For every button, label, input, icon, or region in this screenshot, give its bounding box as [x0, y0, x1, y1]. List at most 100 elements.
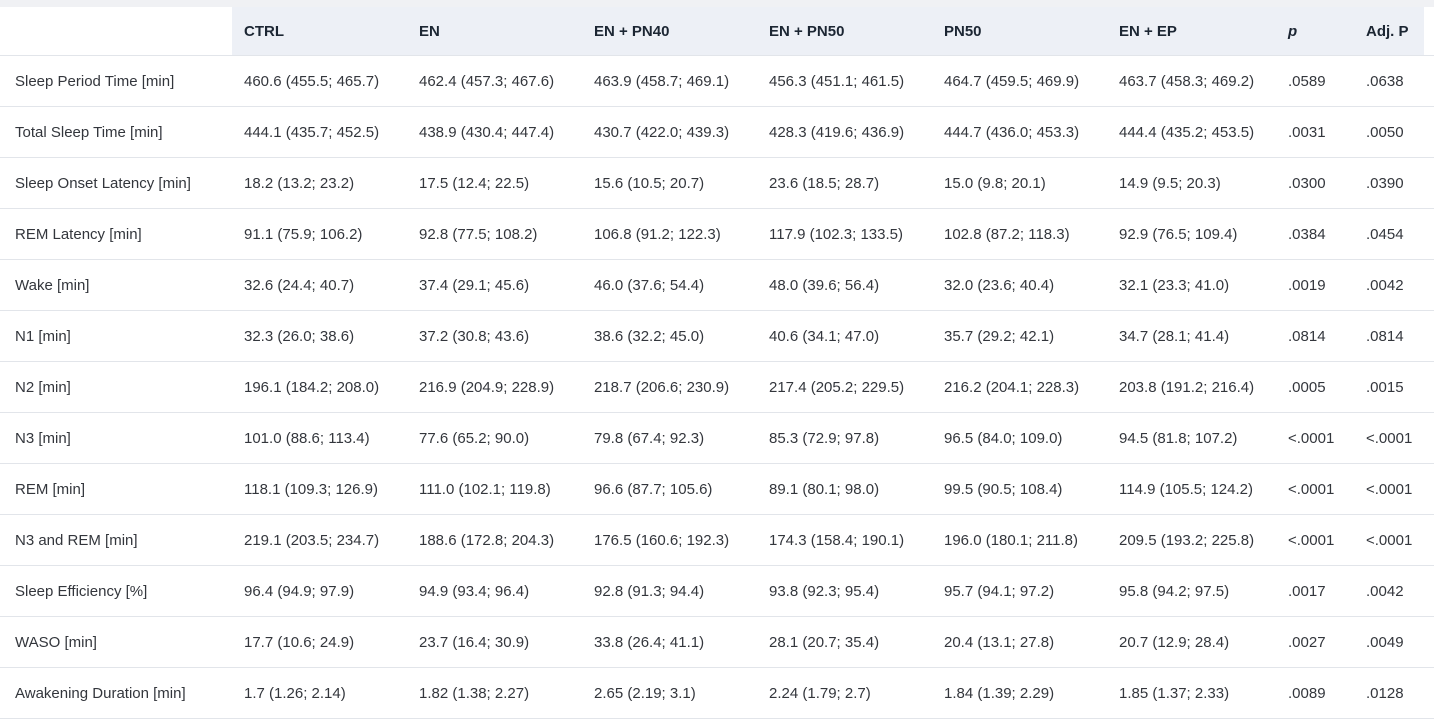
header-adj-p: Adj. P [1354, 7, 1424, 56]
p-value: <.0001 [1282, 412, 1354, 464]
value-pn50: 20.4 (13.1; 27.8) [932, 616, 1107, 668]
row-label: N2 [min] [0, 361, 232, 413]
table-row: Sleep Onset Latency [min] 18.2 (13.2; 23.… [0, 157, 1434, 209]
value-en-pn40: 79.8 (67.4; 92.3) [582, 412, 757, 464]
table-row: REM Latency [min] 91.1 (75.9; 106.2) 92.8 … [0, 208, 1434, 260]
header-p-value: p [1282, 7, 1354, 56]
row-label: N3 and REM [min] [0, 514, 232, 566]
value-en-pn40: 96.6 (87.7; 105.6) [582, 463, 757, 515]
value-en-ep: 95.8 (94.2; 97.5) [1107, 565, 1282, 617]
row-spacer [1424, 106, 1434, 158]
value-ctrl: 96.4 (94.9; 97.9) [232, 565, 407, 617]
adj-p-value: .0042 [1354, 565, 1424, 617]
row-label: Total Sleep Time [min] [0, 106, 232, 158]
table-row: Sleep Efficiency [%] 96.4 (94.9; 97.9) 94.… [0, 565, 1434, 617]
adj-p-value: <.0001 [1354, 412, 1424, 464]
row-label: Sleep Onset Latency [min] [0, 157, 232, 209]
value-pn50: 32.0 (23.6; 40.4) [932, 259, 1107, 311]
value-en-pn50: 217.4 (205.2; 229.5) [757, 361, 932, 413]
row-label: N1 [min] [0, 310, 232, 362]
value-en-ep: 1.85 (1.37; 2.33) [1107, 667, 1282, 719]
value-en: 23.7 (16.4; 30.9) [407, 616, 582, 668]
value-en-pn40: 15.6 (10.5; 20.7) [582, 157, 757, 209]
header-spacer [1424, 7, 1434, 56]
p-value: .0005 [1282, 361, 1354, 413]
value-en-pn50: 40.6 (34.1; 47.0) [757, 310, 932, 362]
p-value: <.0001 [1282, 463, 1354, 515]
value-ctrl: 460.6 (455.5; 465.7) [232, 55, 407, 107]
value-en-pn40: 46.0 (37.6; 54.4) [582, 259, 757, 311]
table-row: N1 [min] 32.3 (26.0; 38.6) 37.2 (30.8; 43.… [0, 310, 1434, 362]
value-ctrl: 1.7 (1.26; 2.14) [232, 667, 407, 719]
table-header-row: CTRL EN EN + PN40 EN + PN50 PN50 EN + EP… [0, 7, 1434, 56]
value-en: 438.9 (430.4; 447.4) [407, 106, 582, 158]
value-en-pn50: 28.1 (20.7; 35.4) [757, 616, 932, 668]
value-en-pn40: 106.8 (91.2; 122.3) [582, 208, 757, 260]
value-en: 111.0 (102.1; 119.8) [407, 463, 582, 515]
value-ctrl: 196.1 (184.2; 208.0) [232, 361, 407, 413]
value-en: 37.4 (29.1; 45.6) [407, 259, 582, 311]
value-en: 216.9 (204.9; 228.9) [407, 361, 582, 413]
row-spacer [1424, 514, 1434, 566]
value-en-pn50: 89.1 (80.1; 98.0) [757, 463, 932, 515]
header-en: EN [407, 7, 582, 56]
value-pn50: 99.5 (90.5; 108.4) [932, 463, 1107, 515]
p-value: .0017 [1282, 565, 1354, 617]
value-en-pn40: 2.65 (2.19; 3.1) [582, 667, 757, 719]
value-en-ep: 203.8 (191.2; 216.4) [1107, 361, 1282, 413]
table-row: REM [min] 118.1 (109.3; 126.9) 111.0 (102.… [0, 463, 1434, 515]
adj-p-value: .0042 [1354, 259, 1424, 311]
row-label: Sleep Period Time [min] [0, 55, 232, 107]
value-pn50: 464.7 (459.5; 469.9) [932, 55, 1107, 107]
header-empty-cell [0, 7, 232, 56]
value-ctrl: 118.1 (109.3; 126.9) [232, 463, 407, 515]
value-en-pn40: 430.7 (422.0; 439.3) [582, 106, 757, 158]
value-en-pn40: 176.5 (160.6; 192.3) [582, 514, 757, 566]
row-spacer [1424, 208, 1434, 260]
value-en-ep: 94.5 (81.8; 107.2) [1107, 412, 1282, 464]
value-ctrl: 32.3 (26.0; 38.6) [232, 310, 407, 362]
value-en-ep: 20.7 (12.9; 28.4) [1107, 616, 1282, 668]
p-value: .0019 [1282, 259, 1354, 311]
value-en-pn50: 174.3 (158.4; 190.1) [757, 514, 932, 566]
row-spacer [1424, 667, 1434, 719]
value-pn50: 96.5 (84.0; 109.0) [932, 412, 1107, 464]
row-label: N3 [min] [0, 412, 232, 464]
value-ctrl: 444.1 (435.7; 452.5) [232, 106, 407, 158]
value-en: 1.82 (1.38; 2.27) [407, 667, 582, 719]
table-row: Awakening Duration [min] 1.7 (1.26; 2.14)… [0, 667, 1434, 719]
row-label: Awakening Duration [min] [0, 667, 232, 719]
value-en-pn50: 2.24 (1.79; 2.7) [757, 667, 932, 719]
value-en: 462.4 (457.3; 467.6) [407, 55, 582, 107]
value-en-ep: 14.9 (9.5; 20.3) [1107, 157, 1282, 209]
value-en-ep: 444.4 (435.2; 453.5) [1107, 106, 1282, 158]
row-spacer [1424, 157, 1434, 209]
adj-p-value: .0050 [1354, 106, 1424, 158]
header-ctrl: CTRL [232, 7, 407, 56]
sleep-parameters-table-container: CTRL EN EN + PN40 EN + PN50 PN50 EN + EP… [0, 7, 1434, 719]
row-spacer [1424, 310, 1434, 362]
adj-p-value: <.0001 [1354, 463, 1424, 515]
header-en-pn50: EN + PN50 [757, 7, 932, 56]
p-value: .0814 [1282, 310, 1354, 362]
value-en-pn40: 38.6 (32.2; 45.0) [582, 310, 757, 362]
value-en-pn50: 93.8 (92.3; 95.4) [757, 565, 932, 617]
value-ctrl: 32.6 (24.4; 40.7) [232, 259, 407, 311]
row-label: REM [min] [0, 463, 232, 515]
value-pn50: 196.0 (180.1; 211.8) [932, 514, 1107, 566]
value-en-ep: 92.9 (76.5; 109.4) [1107, 208, 1282, 260]
sleep-parameters-table: CTRL EN EN + PN40 EN + PN50 PN50 EN + EP… [0, 7, 1434, 719]
value-pn50: 35.7 (29.2; 42.1) [932, 310, 1107, 362]
row-spacer [1424, 55, 1434, 107]
table-row: N2 [min] 196.1 (184.2; 208.0) 216.9 (204.9… [0, 361, 1434, 413]
adj-p-value: .0814 [1354, 310, 1424, 362]
value-en: 37.2 (30.8; 43.6) [407, 310, 582, 362]
table-row: N3 [min] 101.0 (88.6; 113.4) 77.6 (65.2; 9… [0, 412, 1434, 464]
value-ctrl: 91.1 (75.9; 106.2) [232, 208, 407, 260]
adj-p-value: .0454 [1354, 208, 1424, 260]
value-en: 188.6 (172.8; 204.3) [407, 514, 582, 566]
value-ctrl: 18.2 (13.2; 23.2) [232, 157, 407, 209]
value-en-pn50: 428.3 (419.6; 436.9) [757, 106, 932, 158]
table-row: Sleep Period Time [min] 460.6 (455.5; 465… [0, 55, 1434, 107]
row-spacer [1424, 412, 1434, 464]
